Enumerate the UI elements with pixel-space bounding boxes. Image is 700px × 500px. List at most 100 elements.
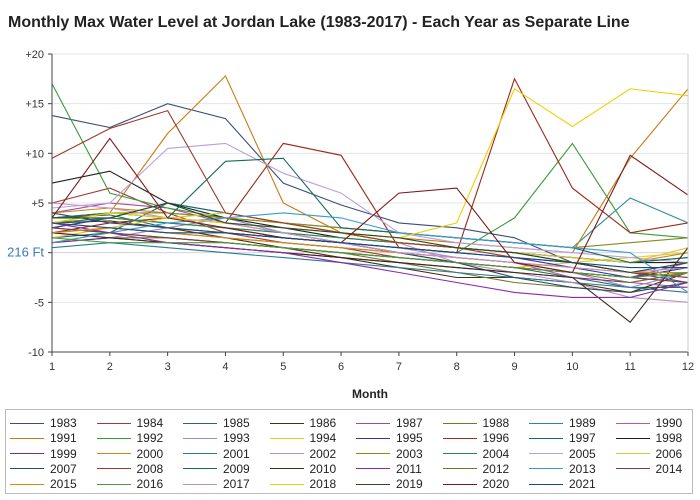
legend-swatch [183, 437, 217, 439]
legend-swatch [615, 422, 650, 424]
legend-item-2017: 2017 [183, 477, 250, 491]
legend-swatch [96, 483, 131, 485]
legend-label: 1993 [223, 431, 250, 446]
legend-swatch [615, 437, 650, 439]
legend-swatch [442, 437, 477, 439]
series-line-2016 [51, 237, 689, 279]
legend-item-1984: 1984 [96, 416, 164, 430]
legend-swatch [442, 468, 477, 470]
legend-label: 1997 [569, 431, 596, 446]
legend-item-2016: 2016 [96, 477, 164, 492]
series-lines [51, 74, 689, 323]
chart-title: Monthly Max Water Level at Jordan Lake (… [8, 14, 630, 31]
y-tick-labels: +20 +15 +10 +5 216 Ft -5 -10 [7, 49, 52, 359]
legend-item-2019: 2019 [356, 477, 423, 491]
legend-swatch [269, 422, 304, 424]
y-tick-label: -10 [28, 347, 44, 359]
legend-item-1998: 1998 [615, 431, 682, 445]
legend-label: 1996 [482, 431, 510, 446]
legend-label: 2008 [136, 461, 164, 476]
legend-item-2008: 2008 [96, 461, 164, 476]
legend-swatch [529, 483, 563, 485]
legend-swatch [356, 437, 390, 439]
legend-item-2003: 2003 [356, 447, 423, 461]
legend-swatch [356, 453, 390, 455]
legend-label: 2016 [136, 477, 164, 492]
legend-item-2006: 2006 [615, 447, 682, 461]
x-tick-labels: 1 2 3 4 5 6 7 8 9 10 11 12 [49, 352, 694, 373]
legend-label: 2017 [223, 477, 250, 492]
x-tick-label: 2 [107, 361, 113, 373]
x-tick-label: 6 [338, 361, 344, 373]
legend-swatch [356, 422, 390, 424]
legend-swatch [183, 453, 217, 455]
legend-item-1992: 1992 [96, 431, 164, 446]
series-line-1992 [51, 83, 689, 254]
legend-item-1995: 1995 [356, 431, 423, 445]
legend-label: 2021 [569, 477, 596, 492]
legend-item-1994: 1994 [269, 431, 336, 445]
legend-swatch [183, 468, 217, 470]
legend-item-2020: 2020 [442, 477, 510, 492]
legend-item-1997: 1997 [529, 431, 596, 445]
legend-item-2018: 2018 [269, 477, 337, 492]
legend-swatch [442, 422, 477, 424]
series-line-2021 [51, 222, 688, 269]
legend-swatch [10, 468, 44, 470]
x-axis-label: Month [352, 387, 388, 401]
legend-label: 2020 [482, 477, 510, 492]
legend-label: 2003 [396, 446, 423, 461]
legend-label: 2007 [50, 461, 77, 476]
legend-label: 2014 [655, 461, 683, 476]
legend-item-2014: 2014 [615, 461, 683, 476]
legend-swatch [269, 483, 304, 485]
legend-swatch [529, 437, 563, 439]
x-tick-label: 1 [49, 361, 55, 373]
legend-item-2011: 2011 [356, 462, 422, 476]
legend-item-1987: 1987 [356, 416, 423, 430]
legend-label: 2011 [396, 461, 422, 476]
legend-item-2010: 2010 [269, 462, 336, 476]
legend-label: 2002 [309, 446, 337, 461]
legend-swatch [442, 483, 477, 485]
legend-swatch [96, 453, 131, 455]
legend-item-1989: 1989 [529, 416, 596, 430]
series-line-2010 [51, 232, 689, 323]
x-tick-label: 10 [566, 361, 578, 373]
legend-item-2021: 2021 [529, 477, 596, 491]
legend-label: 1990 [655, 416, 683, 430]
legend-label: 1984 [136, 416, 164, 430]
legend-label: 2013 [569, 461, 596, 476]
legend-label: 1987 [396, 416, 423, 430]
x-tick-label: 7 [396, 361, 402, 373]
legend-item-2015: 2015 [10, 477, 77, 491]
legend-swatch [615, 468, 650, 470]
legend-item-1991: 1991 [10, 431, 77, 445]
legend-label: 1988 [482, 416, 510, 430]
legend-swatch [269, 453, 304, 455]
legend-label: 1995 [396, 431, 423, 446]
x-tick-label: 9 [511, 361, 517, 373]
legend-swatch [269, 437, 304, 439]
legend-item-2007: 2007 [10, 462, 77, 476]
y-tick-label: 216 Ft [7, 245, 44, 260]
legend-swatch [183, 422, 217, 424]
legend-label: 1983 [50, 416, 77, 430]
series-line-2013 [51, 212, 689, 293]
legend-swatch [529, 468, 563, 470]
legend-item-1999: 1999 [10, 447, 77, 461]
series-line-1998 [51, 170, 688, 264]
chart-legend: 1983 1984 1985 1986 1987 1988 1989 1990 1991 1992… [5, 409, 693, 494]
y-tick-label: +5 [31, 198, 44, 210]
legend-swatch [529, 453, 563, 455]
series-line-2004 [51, 217, 689, 264]
x-tick-label: 3 [165, 361, 171, 373]
legend-swatch [356, 483, 390, 485]
x-tick-label: 12 [682, 361, 694, 373]
legend-item-1983: 1983 [10, 416, 77, 430]
legend-label: 1992 [136, 431, 164, 446]
legend-item-1988: 1988 [442, 416, 510, 430]
legend-label: 2018 [309, 477, 337, 492]
legend-swatch [96, 437, 131, 439]
